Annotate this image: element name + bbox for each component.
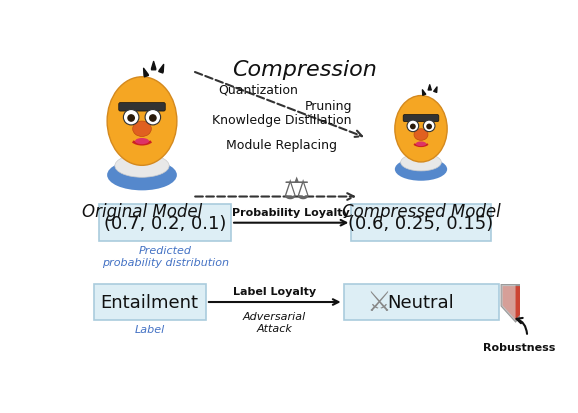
Ellipse shape [401,154,442,171]
Circle shape [407,121,418,132]
Text: Module Replacing: Module Replacing [226,138,337,151]
FancyBboxPatch shape [343,284,498,321]
Text: Pruning: Pruning [304,100,352,113]
Text: Label Loyalty: Label Loyalty [233,286,316,296]
Ellipse shape [414,129,428,141]
Polygon shape [502,285,529,321]
Text: Knowledge Distillation: Knowledge Distillation [212,114,351,127]
Text: Predicted
probability distribution: Predicted probability distribution [102,245,229,267]
FancyArrowPatch shape [159,65,164,74]
Text: ⚔: ⚔ [366,288,391,316]
FancyBboxPatch shape [351,205,491,242]
Text: Compression: Compression [232,60,377,80]
Text: Entailment: Entailment [101,293,199,311]
Text: Probability Loyalty: Probability Loyalty [232,207,350,217]
Circle shape [410,124,416,130]
Circle shape [145,110,161,126]
Text: Original Model: Original Model [82,202,202,221]
FancyBboxPatch shape [118,103,165,112]
Ellipse shape [107,78,177,166]
Polygon shape [502,285,516,321]
Text: Label: Label [135,325,165,335]
Text: ⚖: ⚖ [283,175,310,204]
Text: (0.7, 0.2, 0.1): (0.7, 0.2, 0.1) [104,214,227,232]
Circle shape [426,124,432,130]
Ellipse shape [395,158,447,181]
FancyArrowPatch shape [428,85,431,91]
Text: Robustness: Robustness [483,342,555,352]
Circle shape [123,110,139,126]
Ellipse shape [395,96,447,163]
FancyArrowPatch shape [434,88,437,93]
FancyBboxPatch shape [403,115,439,122]
Circle shape [149,115,157,123]
Ellipse shape [133,122,151,137]
Circle shape [423,121,435,132]
FancyArrowPatch shape [151,62,155,71]
Ellipse shape [107,160,177,191]
Text: Adversarial
Attack: Adversarial Attack [243,311,306,333]
FancyArrowPatch shape [423,90,426,96]
Ellipse shape [416,142,426,147]
Ellipse shape [115,155,169,178]
Text: Neutral: Neutral [388,293,454,311]
FancyBboxPatch shape [99,205,231,242]
Circle shape [127,115,135,123]
Ellipse shape [135,139,149,145]
FancyArrowPatch shape [143,69,149,78]
FancyBboxPatch shape [94,284,206,321]
Text: Compressed Model: Compressed Model [342,202,501,221]
Text: (0.6, 0.25, 0.15): (0.6, 0.25, 0.15) [349,214,494,232]
Text: Quantization: Quantization [218,83,298,96]
